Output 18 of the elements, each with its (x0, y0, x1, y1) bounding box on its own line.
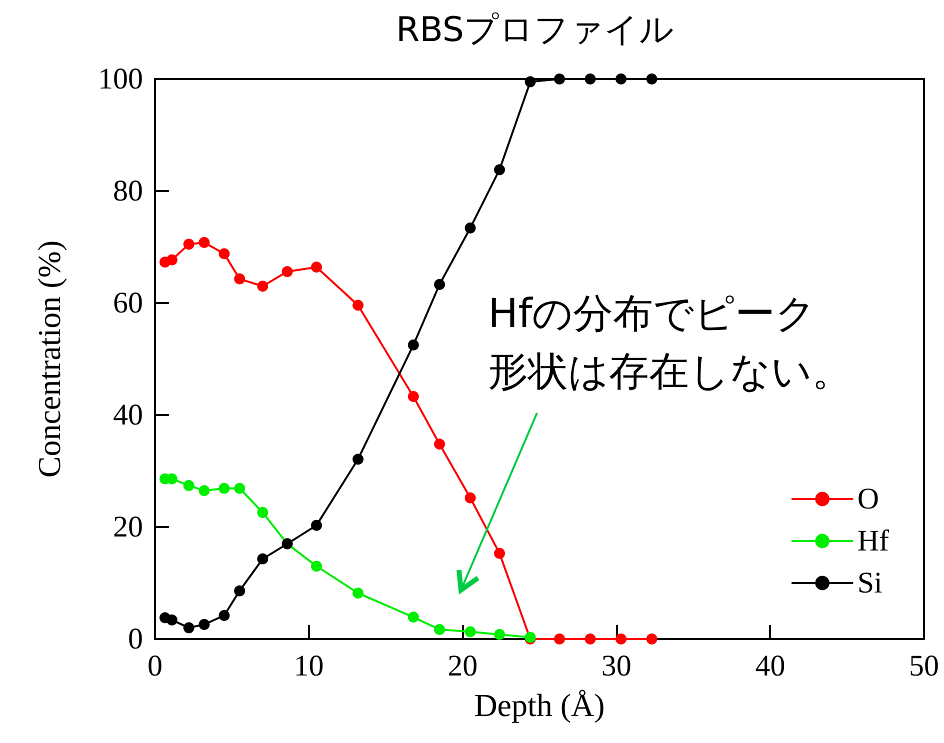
y-tick-label: 60 (113, 286, 143, 320)
y-tick-label: 100 (98, 62, 143, 96)
legend-label: Hf (857, 524, 890, 558)
y-tick-label: 0 (128, 622, 143, 656)
x-tick-label: 30 (601, 650, 632, 682)
y-tick-label: 40 (113, 398, 143, 432)
y-tick-label: 80 (113, 174, 143, 208)
y-tick-label: 20 (113, 510, 143, 544)
x-tick-label: 20 (448, 650, 478, 682)
legend-label: O (857, 482, 880, 516)
x-tick-label: 50 (909, 650, 939, 682)
x-axis-title: Depth (Å) (474, 687, 605, 723)
annotation: Hfの分布でピーク形状は存在しない。 (488, 291, 852, 395)
x-tick-label: 40 (755, 650, 786, 682)
x-tick-label: 10 (294, 650, 324, 682)
y-axis-title: Concentration (%) (31, 240, 67, 478)
chart-title: RBSプロファイル (396, 10, 674, 50)
legend-label: Si (857, 566, 882, 600)
